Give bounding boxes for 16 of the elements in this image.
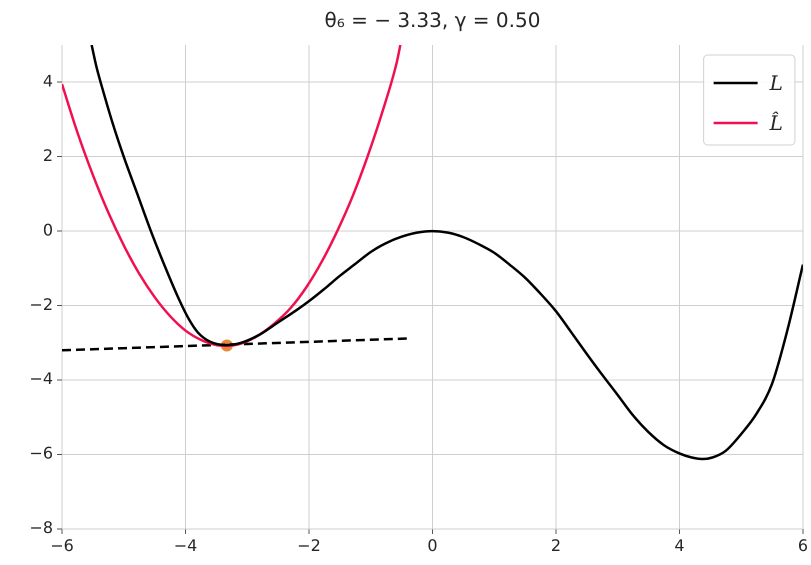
chart-title: θ₆ = − 3.33, γ = 0.50 xyxy=(324,8,540,32)
x-tick-label: 6 xyxy=(798,536,808,555)
x-tick-label: 4 xyxy=(674,536,685,555)
y-tick-label: 4 xyxy=(42,71,53,90)
legend-label: L xyxy=(768,71,783,96)
y-tick-label: −4 xyxy=(29,369,53,388)
y-tick-label: 0 xyxy=(42,220,53,240)
y-tick-label: −6 xyxy=(29,444,53,463)
x-tick-label: −2 xyxy=(297,536,321,555)
x-tick-label: 2 xyxy=(550,536,562,555)
x-tick-label: −4 xyxy=(174,536,198,555)
x-tick-label: 0 xyxy=(427,536,438,555)
legend-label: L̂ xyxy=(768,111,783,136)
y-tick-label: −2 xyxy=(29,294,53,314)
y-tick-label: −8 xyxy=(29,518,53,538)
y-tick-label: 2 xyxy=(42,146,53,165)
